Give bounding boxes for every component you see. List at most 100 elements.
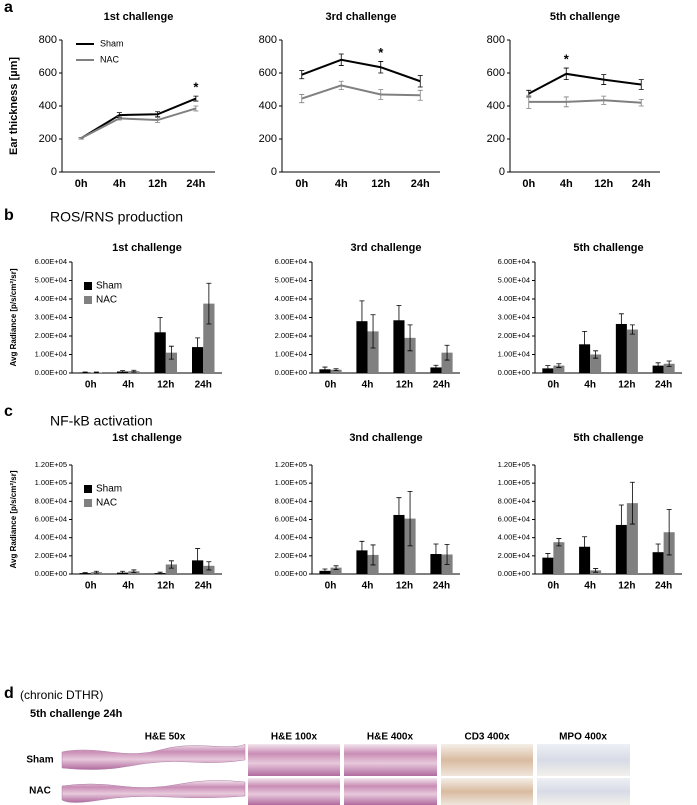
error-bar [359,540,365,560]
error-bar [206,282,212,325]
bar [203,303,215,373]
error-bar [195,337,201,357]
error-bar [322,366,328,372]
error-bar [359,300,365,342]
chart-title: 3rd challenge [351,242,422,254]
error-bar [563,67,569,80]
y-tick-label: 6.00E+04 [275,257,307,266]
histology-image [441,744,533,776]
y-tick-label: 0.00E+00 [275,368,307,377]
chart-title: 1st challenge [104,11,174,23]
x-tick-label: 12h [157,581,174,592]
x-tick-label: 4h [122,581,134,592]
x-tick-label: 0h [295,178,308,190]
bar [165,352,177,373]
x-tick-label: 12h [371,178,390,190]
bar [615,524,627,574]
bar [615,323,627,373]
y-tick-label: 6.00E+04 [35,514,67,523]
x-tick-label: 0h [85,581,97,592]
y-tick-label: 8.00E+04 [35,496,67,505]
legend-swatch [84,282,92,290]
panel-title: NF-kB activation [50,413,153,429]
error-bar [157,317,163,348]
error-bar [545,553,551,563]
panel-title: ROS/RNS production [50,209,183,225]
x-tick-label: 12h [594,178,613,190]
panel-letter: b [4,207,14,224]
error-bar [655,362,661,369]
y-tick-label: 4.00E+04 [498,294,530,303]
x-tick-label: 0h [75,178,88,190]
bar [441,352,453,373]
annotation: * [193,80,199,95]
error-bar [299,94,305,104]
chart-title: 3rd challenge [326,11,397,23]
error-bar [78,136,84,140]
error-bar [168,345,174,360]
error-bar [82,371,88,374]
x-tick-label: 12h [148,178,167,190]
bar [553,542,565,574]
line [301,84,421,100]
error-bar [601,74,607,85]
bar [393,320,405,373]
y-tick-label: 4.00E+04 [275,533,307,542]
y-tick-label: 6.00E+04 [35,257,67,266]
y-tick-label: 0 [271,166,277,178]
x-tick-label: 24h [433,581,450,592]
y-tick-label: 0.00E+00 [35,569,67,578]
y-axis-label: Avg Radiance [p/s/cm²/sr] [9,470,18,568]
y-tick-label: 200 [487,133,505,145]
histology-image [61,780,246,803]
legend-label: Sham [100,38,124,48]
histology-image [537,744,630,776]
error-bar [378,89,384,100]
legend-label: NAC [96,498,117,509]
chart-title: 5th challenge [573,242,643,254]
panel-letter: d [4,685,14,702]
line [528,99,642,104]
y-axis-label: Ear thickness [µm] [8,57,20,155]
bar [165,564,177,574]
y-tick-label: 400 [39,100,57,112]
error-bar [396,497,402,533]
y-tick-label: 1.20E+05 [35,460,67,469]
x-tick-label: 0h [325,380,337,391]
histology-image [344,744,437,776]
chart-title: 5th challenge [573,432,643,444]
y-tick-label: 8.00E+04 [275,496,307,505]
y-tick-label: 3.00E+04 [35,312,67,321]
legend-label: NAC [96,295,117,306]
error-bar [131,569,137,574]
y-tick-label: 1.20E+05 [498,460,530,469]
y-tick-label: 1.00E+05 [498,478,530,487]
x-tick-label: 24h [195,581,212,592]
x-tick-label: 24h [195,380,212,391]
y-tick-label: 2.00E+04 [35,331,67,340]
y-tick-label: 0.00E+00 [498,569,530,578]
annotation: * [564,51,570,66]
error-bar [444,344,450,361]
panel-letter: a [4,0,13,16]
error-bar [155,117,161,123]
error-bar [299,70,305,80]
y-tick-label: 800 [487,34,505,46]
panel-subtitle: 5th challenge 24h [30,708,123,720]
error-bar [444,544,450,565]
column-label: MPO 400x [559,732,607,743]
bar [626,329,638,373]
bar [652,552,664,574]
y-tick-label: 2.00E+04 [35,551,67,560]
y-tick-label: 4.00E+04 [275,294,307,303]
x-tick-label: 0h [548,581,560,592]
row-label: Sham [26,755,53,766]
histology-image [248,744,340,776]
x-tick-label: 4h [122,380,134,391]
chart-title: 5th challenge [550,11,620,23]
x-tick-label: 0h [548,380,560,391]
x-tick-label: 4h [560,178,573,190]
x-tick-label: 4h [362,581,374,592]
y-tick-label: 400 [259,100,277,112]
legend-swatch [84,499,92,507]
